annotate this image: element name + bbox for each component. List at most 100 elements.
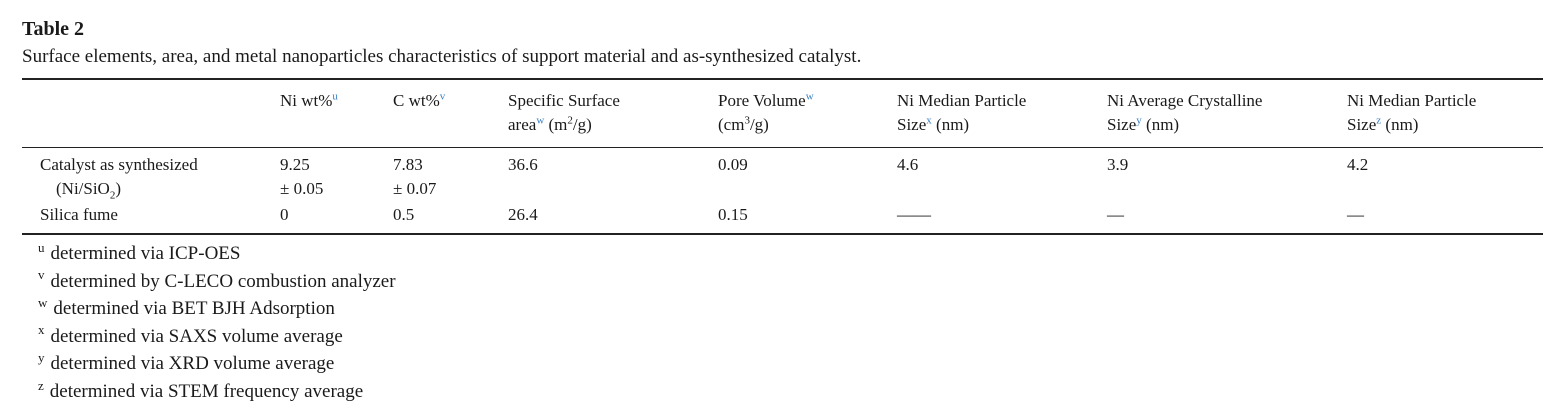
- cell-text: 26.4: [508, 205, 538, 224]
- table-cell: Catalyst as synthesized (Ni/SiO2): [22, 148, 280, 202]
- cell-line: —: [1347, 203, 1543, 227]
- cell-text: 0: [280, 205, 289, 224]
- table-cell: 3.9: [1107, 148, 1347, 202]
- cell-text: ± 0.05: [280, 179, 324, 198]
- cell-text: 3.9: [1107, 155, 1129, 174]
- header-cell: Ni Median Particle Sizex (nm): [897, 79, 1107, 148]
- table-title: Table 2: [22, 18, 85, 40]
- cell-text: Specific Surface: [508, 91, 620, 110]
- footnote-text: determined via SAXS volume average: [50, 325, 343, 347]
- cell-text: Size: [1107, 115, 1137, 134]
- footnote-mark: u: [38, 239, 45, 255]
- script-text: u: [332, 90, 338, 103]
- cell-line: Silica fume: [40, 203, 280, 227]
- footnote-text: determined via ICP-OES: [50, 243, 241, 264]
- cell-line: Ni Median Particle: [1347, 89, 1543, 113]
- footnote-mark: z: [38, 377, 44, 393]
- cell-line: Catalyst as synthesized: [40, 153, 280, 177]
- table-cell: —: [1347, 201, 1543, 234]
- header-cell: C wt%v: [393, 79, 508, 148]
- cell-line: 9.25: [280, 153, 393, 177]
- cell-text: (m: [544, 115, 568, 134]
- cell-text: Ni Average Crystalline: [1107, 91, 1263, 110]
- cell-line: 0.15: [718, 203, 897, 227]
- cell-text: C wt%: [393, 91, 440, 110]
- cell-text: Ni wt%: [280, 91, 333, 110]
- cell-line: —: [1107, 203, 1347, 227]
- cell-line: Pore Volumew: [718, 89, 897, 113]
- footnote-mark: w: [38, 294, 48, 310]
- table-row: Silica fume 0 0.5 26.4 0.15 —— — —: [22, 201, 1543, 234]
- script-text: x: [926, 114, 932, 127]
- footnote-mark: y: [38, 350, 45, 366]
- cell-text: ——: [897, 205, 931, 224]
- cell-line: 26.4: [508, 203, 718, 227]
- cell-line: 36.6: [508, 153, 718, 177]
- cell-text: ): [115, 179, 122, 198]
- cell-text: (nm): [931, 115, 970, 134]
- header-cell: Ni wt%u: [280, 79, 393, 148]
- cell-line: 0.5: [393, 203, 508, 227]
- cell-text: (Ni/SiO: [56, 179, 110, 198]
- script-text: y: [1136, 114, 1142, 127]
- cell-line: areaw (m2/g): [508, 113, 718, 137]
- cell-text: —: [1347, 205, 1364, 224]
- script-text: z: [1376, 114, 1382, 127]
- footnote-text: determined via BET BJH Adsorption: [53, 298, 335, 320]
- table-cell: Silica fume: [22, 201, 280, 234]
- table-cell: 9.25 ± 0.05: [280, 148, 393, 202]
- cell-line: Ni wt%u: [280, 89, 393, 113]
- table-cell: 7.83 ± 0.07: [393, 148, 508, 202]
- header-cell: [22, 79, 280, 148]
- footnote-text: determined via STEM frequency average: [49, 380, 364, 402]
- cell-line: Sizez (nm): [1347, 113, 1543, 137]
- cell-text: Ni Median Particle: [897, 91, 1027, 110]
- footnote: w determined via BET BJH Adsorption: [38, 295, 396, 323]
- cell-line: 4.2: [1347, 153, 1543, 177]
- cell-text: (nm): [1381, 115, 1419, 134]
- header-cell: Pore Volumew (cm3/g): [718, 79, 897, 148]
- cell-line: ± 0.05: [280, 177, 393, 201]
- script-text: w: [805, 90, 814, 103]
- cell-text: Silica fume: [40, 205, 118, 224]
- table-cell: 4.6: [897, 148, 1107, 202]
- script-text: 2: [109, 189, 116, 202]
- table-row: Catalyst as synthesized (Ni/SiO2) 9.25 ± 0.…: [22, 148, 1543, 202]
- cell-text: Size: [897, 115, 927, 134]
- cell-text: 9.25: [280, 155, 310, 174]
- cell-text: ± 0.07: [393, 179, 437, 198]
- cell-text: 4.2: [1347, 155, 1369, 174]
- table-cell: 0: [280, 201, 393, 234]
- footnote: y determined via XRD volume average: [38, 350, 396, 378]
- footnote: v determined by C-LECO combustion analyze…: [38, 268, 396, 296]
- table-cell: —: [1107, 201, 1347, 234]
- table-cell: 0.15: [718, 201, 897, 234]
- table-cell: 0.5: [393, 201, 508, 234]
- cell-line: Ni Average Crystalline: [1107, 89, 1347, 113]
- table-cell: 26.4: [508, 201, 718, 234]
- cell-line: 4.6: [897, 153, 1107, 177]
- cell-text: 0.5: [393, 205, 415, 224]
- cell-text: —: [1107, 205, 1124, 224]
- cell-line: 3.9: [1107, 153, 1347, 177]
- cell-line: (cm3/g): [718, 113, 897, 137]
- cell-text: 0.09: [718, 155, 748, 174]
- cell-line: C wt%v: [393, 89, 508, 113]
- cell-line: ——: [897, 203, 1107, 227]
- cell-line: 0: [280, 203, 393, 227]
- footnote: u determined via ICP-OES: [38, 240, 396, 268]
- cell-text: 0.15: [718, 205, 748, 224]
- table-body: Catalyst as synthesized (Ni/SiO2) 9.25 ± 0.…: [22, 148, 1543, 234]
- script-text: v: [439, 90, 446, 103]
- script-text: 2: [567, 114, 573, 127]
- cell-line: Ni Median Particle: [897, 89, 1107, 113]
- cell-text: 7.83: [393, 155, 423, 174]
- cell-text: 36.6: [508, 155, 538, 174]
- table-cell: ——: [897, 201, 1107, 234]
- cell-text: Pore Volume: [718, 91, 806, 110]
- table-cell: 36.6: [508, 148, 718, 202]
- cell-text: Catalyst as synthesized: [40, 155, 198, 174]
- cell-text: area: [508, 115, 537, 134]
- footnote: z determined via STEM frequency average: [38, 378, 396, 406]
